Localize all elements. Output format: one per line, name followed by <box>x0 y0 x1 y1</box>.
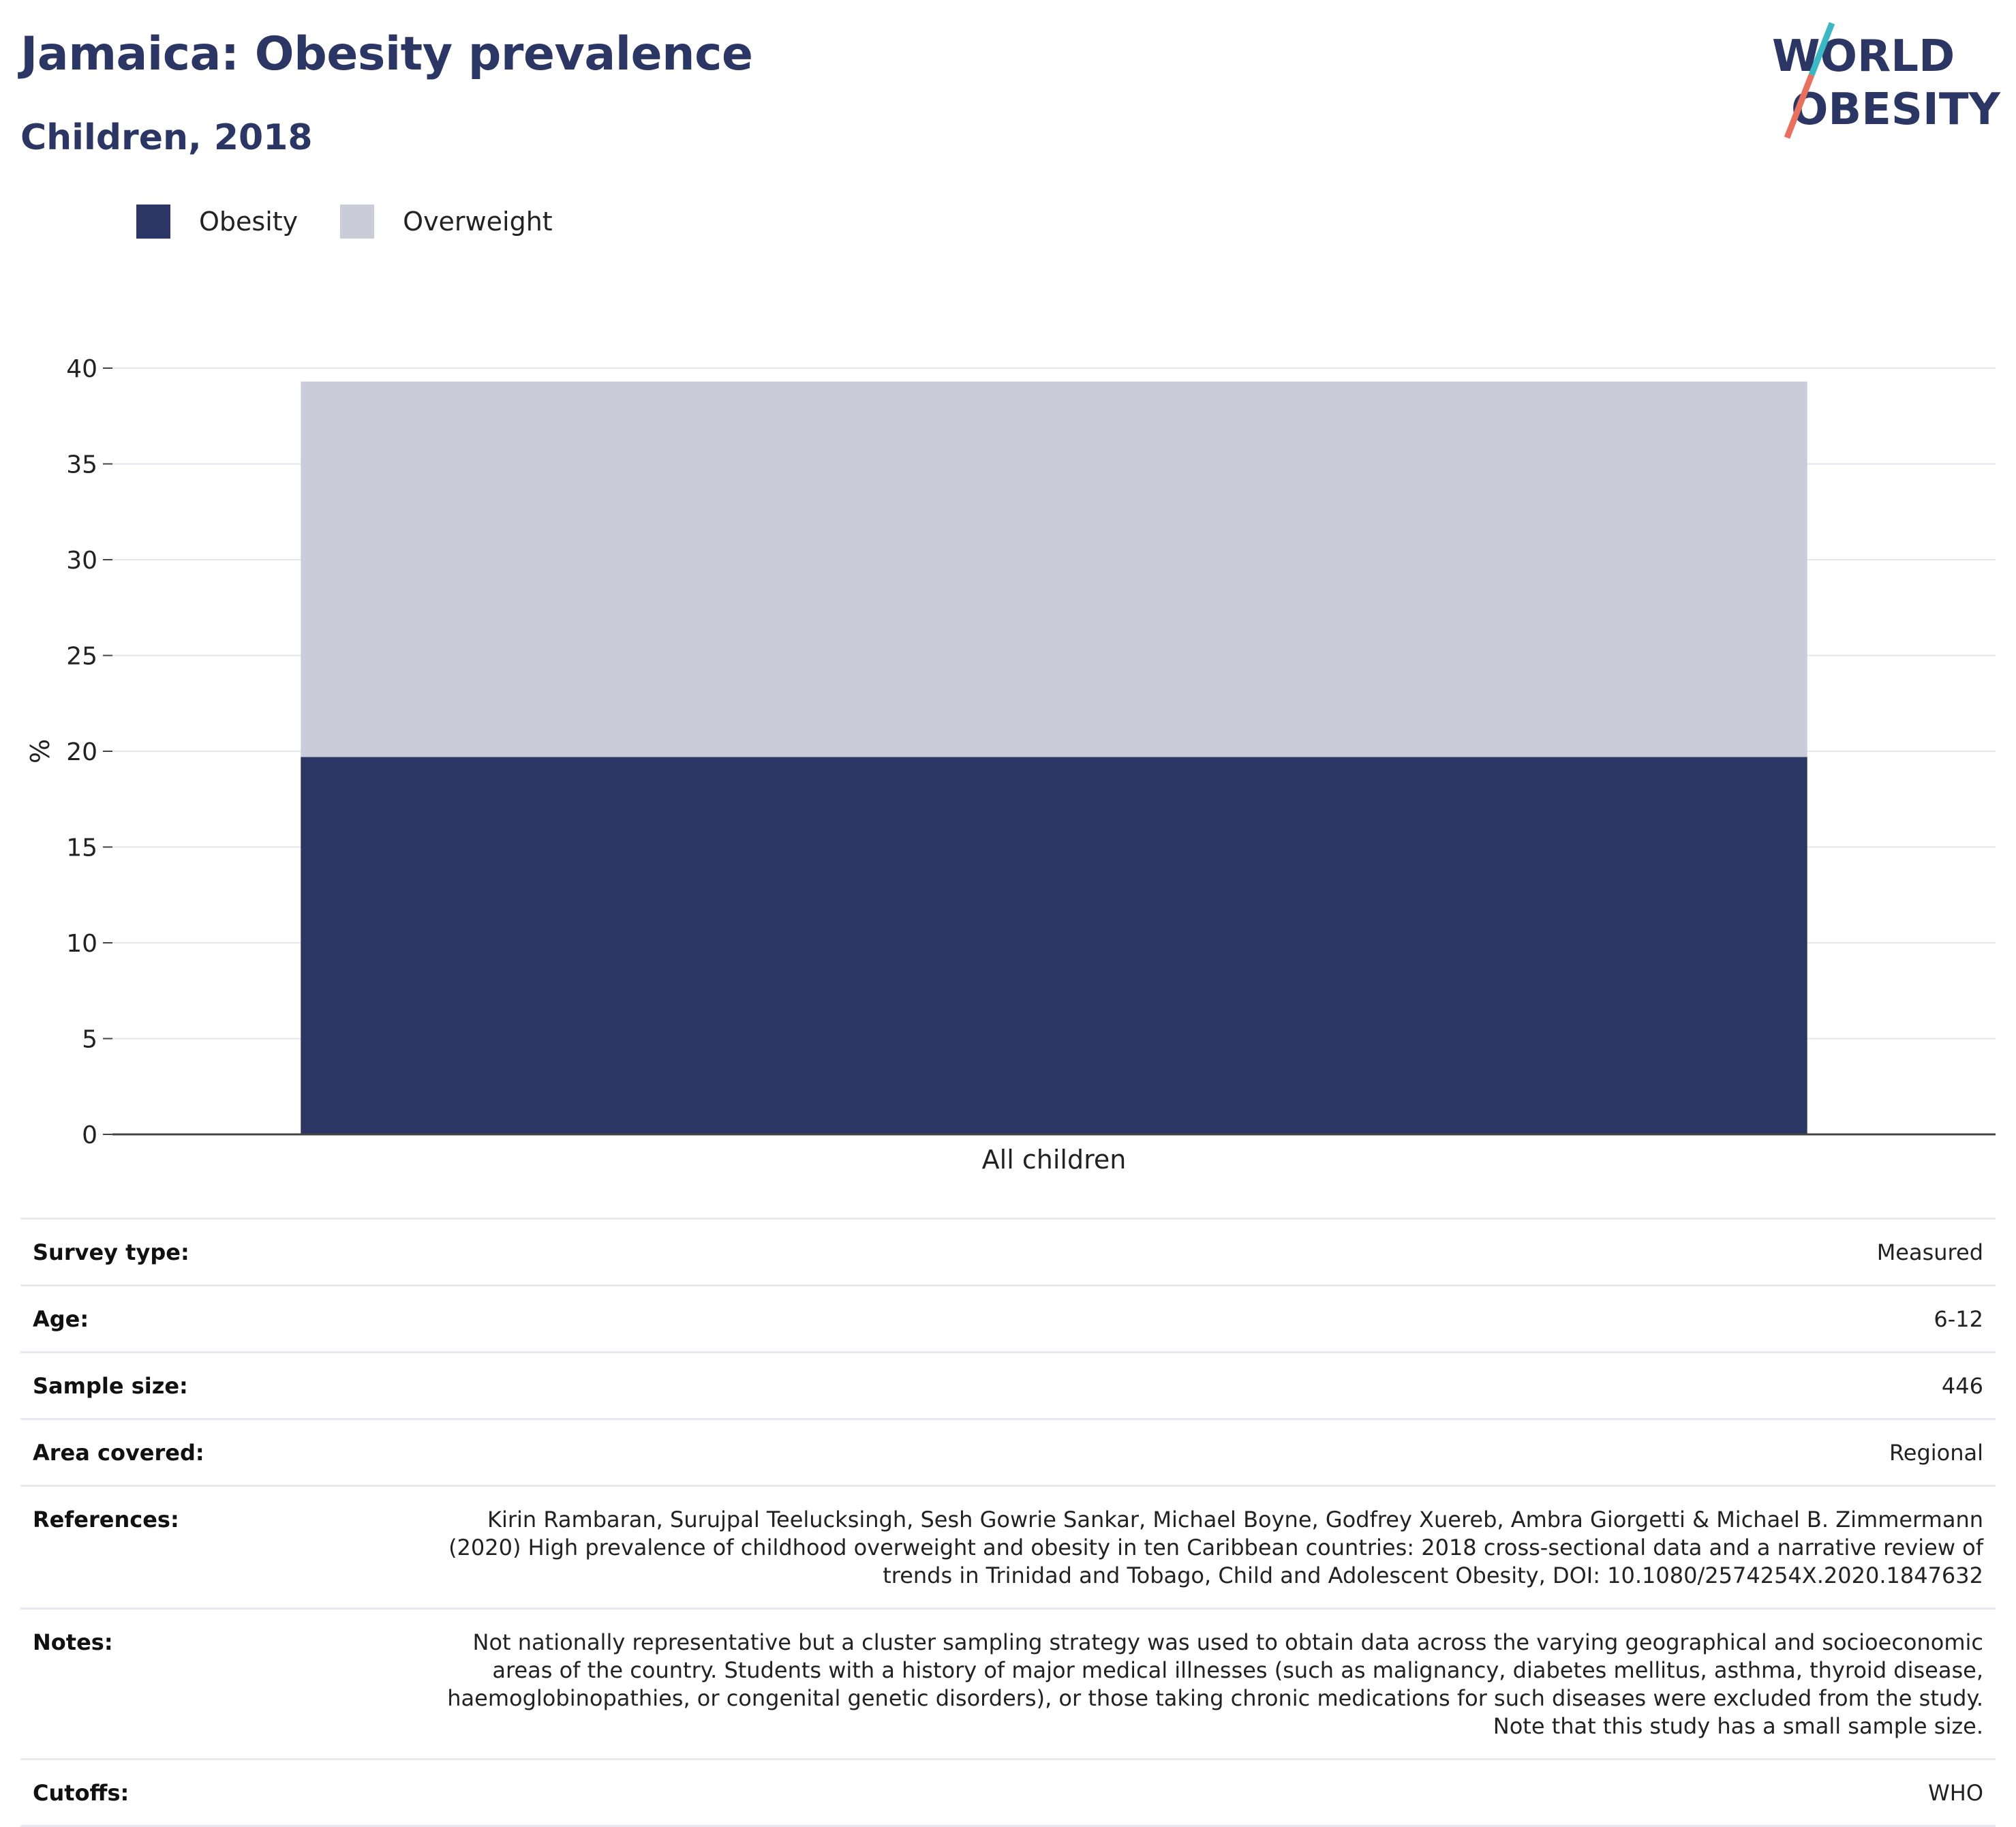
y-tick-label: 10 <box>66 930 97 958</box>
legend-swatch-obesity <box>136 205 170 239</box>
legend-label-overweight: Overweight <box>403 207 553 237</box>
detail-row-sample-size: Sample size: 446 <box>20 1353 1996 1420</box>
detail-row-notes: Notes: Not nationally representative but… <box>20 1610 1996 1760</box>
detail-row-area-covered: Area covered: Regional <box>20 1420 1996 1487</box>
y-tick-label: 40 <box>66 355 97 383</box>
logo-slash-bottom <box>1784 74 1815 139</box>
detail-label: Notes: <box>33 1629 113 1655</box>
prevalence-bar-chart: 0 5 10 15 20 25 30 35 40% All children <box>25 355 1996 1175</box>
bar-overweight <box>301 381 1807 757</box>
detail-value: Kirin Rambaran, Surujpal Teelucksingh, S… <box>448 1507 1983 1588</box>
detail-value: Not nationally representative but a clus… <box>447 1629 1983 1739</box>
y-axis-label: % <box>25 739 55 764</box>
detail-label: Cutoffs: <box>33 1780 129 1806</box>
y-tick-label: 0 <box>82 1121 97 1149</box>
detail-row-references: References: Kirin Rambaran, Surujpal Tee… <box>20 1487 1996 1610</box>
detail-label: Sample size: <box>33 1373 188 1399</box>
legend-label-obesity: Obesity <box>199 207 299 237</box>
detail-value: Regional <box>1889 1440 1983 1466</box>
y-tick-label: 15 <box>66 834 97 862</box>
y-tick-label: 25 <box>66 643 97 671</box>
survey-details-table: Survey type: Measured Age: 6-12 Sample s… <box>20 1218 1996 1827</box>
y-tick-label: 35 <box>66 451 97 479</box>
detail-row-cutoffs: Cutoffs: WHO <box>20 1760 1996 1827</box>
logo-line2: OBESITY <box>1791 85 2000 135</box>
legend-item-overweight[interactable]: Overweight <box>340 205 553 239</box>
detail-label: Survey type: <box>33 1239 189 1265</box>
x-tick-label: All children <box>982 1145 1127 1175</box>
detail-label: Age: <box>33 1306 89 1332</box>
y-tick-label: 30 <box>66 547 97 575</box>
bar-obesity <box>301 757 1807 1134</box>
chart-subtitle: Children, 2018 <box>20 117 313 158</box>
logo-line1: WORLD <box>1772 31 1955 82</box>
world-obesity-logo: WORLD OBESITY <box>1772 22 2000 139</box>
detail-row-survey-type: Survey type: Measured <box>20 1220 1996 1286</box>
chart-title: Jamaica: Obesity prevalence <box>20 27 753 81</box>
legend-swatch-overweight <box>340 205 375 239</box>
chart-legend: Obesity Overweight <box>136 203 595 240</box>
detail-label: Area covered: <box>33 1440 204 1466</box>
detail-value: 6-12 <box>1934 1306 1983 1332</box>
y-tick-label: 20 <box>66 738 97 766</box>
y-tick-label: 5 <box>82 1026 97 1054</box>
detail-row-age: Age: 6-12 <box>20 1286 1996 1353</box>
detail-value: WHO <box>1928 1780 1983 1806</box>
detail-label: References: <box>33 1507 179 1532</box>
detail-value: 446 <box>1941 1373 1983 1399</box>
logo-slash-top <box>1808 22 1835 76</box>
detail-value: Measured <box>1876 1239 1983 1265</box>
legend-item-obesity[interactable]: Obesity <box>136 205 298 239</box>
